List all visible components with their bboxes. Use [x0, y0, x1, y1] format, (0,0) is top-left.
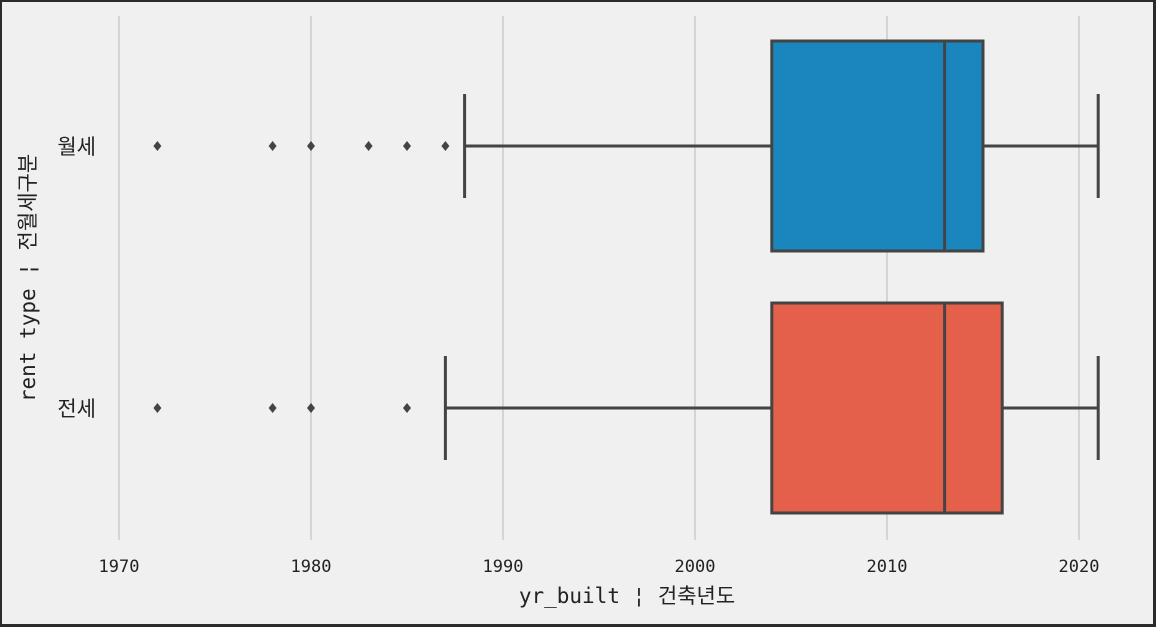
outlier-point — [403, 141, 411, 151]
x-tick-label: 2010 — [867, 557, 908, 577]
outlier-point — [307, 141, 315, 151]
outlier-point — [441, 141, 450, 151]
iqr-box — [770, 301, 1004, 515]
outlier-point — [403, 403, 411, 413]
outlier-point — [364, 141, 373, 151]
outlier-point — [268, 403, 277, 413]
x-tick-labels: 1970 1980 1990 2000 2010 2020 — [99, 557, 1100, 577]
x-tick-label: 1970 — [99, 557, 140, 577]
outlier-point — [153, 141, 162, 151]
box-jeonse — [153, 301, 1100, 515]
iqr-box — [770, 39, 985, 253]
y-axis-label: rent type ¦ 전월세구분 — [16, 154, 40, 402]
outlier-point — [153, 403, 162, 413]
y-category-label: 전세 — [57, 397, 96, 421]
y-category-label: 월세 — [57, 135, 96, 159]
box-wolse — [153, 39, 1100, 253]
box-series — [153, 39, 1100, 515]
x-tick-label: 2000 — [675, 557, 716, 577]
x-axis-label: yr_built ¦ 건축년도 — [519, 584, 735, 608]
x-tick-label: 1980 — [291, 557, 332, 577]
x-tick-label: 1990 — [483, 557, 524, 577]
outlier-point — [268, 141, 277, 151]
outlier-point — [307, 403, 315, 413]
x-tick-label: 2020 — [1059, 557, 1100, 577]
